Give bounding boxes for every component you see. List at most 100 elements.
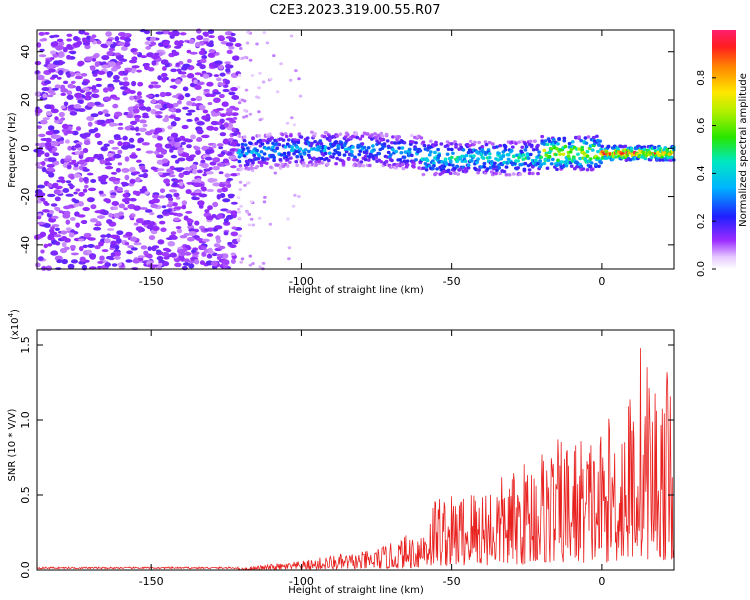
spectrogram-cell (143, 191, 150, 195)
spectrogram-cell (391, 135, 395, 139)
spectrogram-cell (305, 164, 310, 168)
spectrogram-cell (121, 144, 130, 150)
spectrogram-cell (212, 64, 219, 68)
spectrogram-cell (281, 138, 286, 142)
spectrogram-cell (50, 108, 59, 114)
spectrogram-cell (338, 132, 343, 136)
spectrogram-cell (296, 157, 300, 161)
spectrogram-cell (194, 84, 202, 90)
spectrogram-cell (550, 157, 555, 162)
spectrogram-cell (60, 179, 66, 184)
spectrogram-cell (60, 235, 68, 241)
spectrogram-cell (134, 126, 140, 132)
spectrogram-cell (120, 86, 128, 90)
spectrogram-cell (222, 88, 230, 93)
bottom-x-axis-label: Height of straight line (km) (288, 585, 424, 596)
spectrogram-cell (511, 172, 516, 176)
spectrogram-cell (581, 167, 586, 171)
spectrogram-cell (221, 259, 230, 265)
spectrogram-cell (539, 162, 544, 166)
spectrogram-cell (288, 78, 293, 82)
spectrogram-cell (476, 171, 480, 175)
spectrogram-cell (177, 94, 185, 101)
bottom-y-tick-label: 0.5 (19, 486, 32, 504)
spectrogram-cell (268, 222, 273, 226)
spectrogram-cell (203, 248, 209, 253)
spectrogram-cell (184, 251, 192, 256)
spectrogram-cell (215, 107, 225, 111)
spectrogram-cell (110, 252, 116, 258)
spectrogram-cell (161, 158, 169, 164)
spectrogram-cell (88, 253, 97, 259)
spectrogram-frame (36, 29, 675, 270)
spectrogram-cell (179, 135, 186, 141)
spectrogram-cell (141, 115, 150, 119)
spectrogram-cell (185, 138, 191, 143)
spectrogram-cell (219, 118, 225, 124)
spectrogram-cell (216, 194, 222, 200)
spectrogram-cell (520, 145, 525, 149)
spectrogram-cell (286, 217, 290, 221)
spectrogram-cell (98, 177, 107, 183)
spectrogram-cell (66, 164, 72, 170)
spectrogram-cell (377, 151, 382, 156)
spectrogram-cell (234, 42, 242, 48)
top-y-tick-label: -20 (19, 188, 32, 206)
spectrogram-cell (122, 81, 130, 87)
spectrogram-cell (143, 220, 152, 225)
spectrogram-cell (257, 134, 262, 138)
spectrogram-cell (236, 85, 241, 89)
spectrogram-cell (562, 136, 567, 140)
spectrogram-cell (361, 164, 366, 168)
spectrogram-cell (202, 109, 209, 114)
spectrogram-cell (101, 249, 109, 253)
spectrogram-cell (536, 171, 540, 176)
spectrogram-cell (62, 80, 69, 85)
spectrogram-cell (277, 142, 282, 147)
spectrogram-cell (113, 213, 120, 219)
spectrogram-cell (428, 139, 433, 143)
spectrogram-cell (178, 181, 184, 187)
snr-series-line (37, 348, 674, 570)
spectrogram-cell (84, 96, 90, 100)
spectrogram-cell (174, 141, 181, 148)
spectrogram-cell (298, 152, 303, 156)
spectrogram-cell (434, 140, 438, 145)
spectrogram-cell (237, 101, 242, 105)
spectrogram-cell (265, 157, 270, 161)
spectrogram-cell (121, 33, 126, 38)
spectrogram-cell (515, 153, 519, 157)
spectrogram-cell (468, 139, 473, 144)
spectrogram-cell (93, 226, 102, 231)
spectrogram-cell (239, 167, 244, 171)
spectrogram-cell (36, 215, 42, 220)
spectrogram-cell (668, 158, 673, 162)
top-x-axis-label: Height of straight line (km) (288, 285, 424, 296)
spectrogram-cell (507, 173, 512, 177)
spectrogram-cell (139, 28, 147, 33)
spectrogram-cell (273, 149, 277, 153)
spectrogram-cell (237, 159, 242, 164)
spectrogram-cell (55, 45, 64, 51)
spectrogram-cell (60, 105, 66, 109)
spectrogram-cell (497, 151, 501, 156)
spectrogram-cell (218, 93, 225, 99)
spectrogram-cell (54, 196, 61, 202)
spectrogram-cell (170, 121, 177, 127)
spectrogram-cell (503, 148, 508, 152)
spectrogram-cell (162, 41, 170, 46)
spectrogram-cell (130, 48, 137, 53)
spectrogram-cell (238, 188, 243, 191)
spectrogram-cell (103, 96, 112, 102)
spectrogram-cell (312, 156, 316, 160)
spectrogram-cell (75, 143, 81, 148)
spectrogram-cell (397, 135, 402, 139)
spectrogram-cell (124, 174, 130, 181)
spectrogram-cell (268, 132, 272, 136)
spectrogram-cell (238, 180, 243, 184)
spectrogram-cell (52, 53, 59, 58)
spectrogram-cell (195, 149, 201, 155)
spectrogram-cell (122, 76, 129, 81)
spectrogram-cell (168, 31, 173, 36)
spectrogram-cell (43, 223, 51, 228)
